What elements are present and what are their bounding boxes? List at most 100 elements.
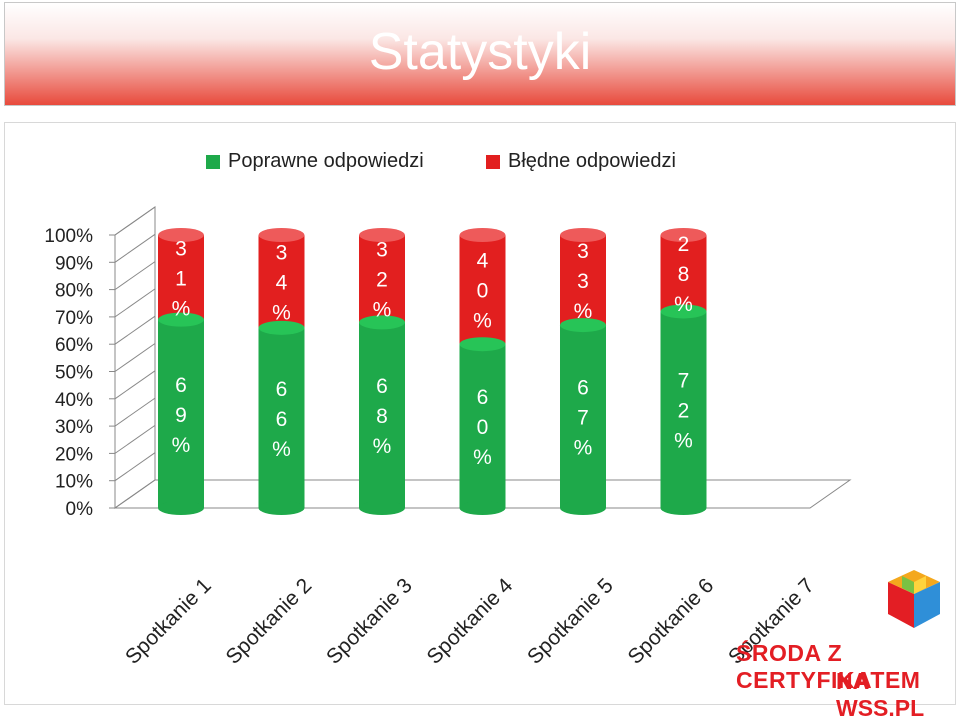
gridline <box>114 233 156 263</box>
gridline <box>114 206 156 236</box>
data-label-correct: 6 <box>376 375 388 398</box>
bar-joint <box>359 315 405 330</box>
bar-top-wrong <box>560 228 606 242</box>
legend-label-correct: Poprawne odpowiedzi <box>228 150 424 172</box>
bar-base-correct <box>660 501 707 515</box>
legend-label-wrong: Błędne odpowiedzi <box>508 150 676 172</box>
x-tick-label: Spotkanie 6 <box>624 574 719 669</box>
y-tick-label: 80% <box>55 281 93 302</box>
bar-joint <box>459 337 506 352</box>
y-tick-label: 30% <box>55 417 93 438</box>
data-label-correct: % <box>272 438 291 461</box>
x-tick-label: Spotkanie 3 <box>322 574 417 669</box>
y-tick-label: 40% <box>55 390 93 411</box>
gridline <box>114 424 156 454</box>
data-label-wrong: 1 <box>175 267 187 290</box>
y-tick-label: 20% <box>55 444 93 465</box>
data-label-wrong: 3 <box>577 240 589 263</box>
bar-segment-correct <box>359 322 405 508</box>
legend-item-correct: Poprawne odpowiedzi <box>206 150 424 173</box>
title-banner <box>4 2 956 106</box>
data-label-wrong: % <box>373 299 392 322</box>
gridline <box>114 452 156 482</box>
y-tick-label: 90% <box>55 253 93 274</box>
bar-segment-wrong <box>459 235 506 345</box>
data-label-correct: 7 <box>678 370 690 393</box>
data-label-correct: 2 <box>678 400 690 423</box>
data-label-correct: 0 <box>477 416 489 439</box>
y-tick-label: 60% <box>55 335 93 356</box>
data-label-correct: 6 <box>175 374 187 397</box>
y-tick-label: 70% <box>55 308 93 329</box>
data-label-correct: % <box>172 434 191 457</box>
y-tick-label: 100% <box>44 226 93 247</box>
bar-segment-correct <box>158 319 204 508</box>
x-tick-label: Spotkanie 4 <box>423 574 518 669</box>
bar-top-wrong <box>359 228 405 242</box>
gridline <box>114 370 156 400</box>
data-label-correct: 9 <box>175 404 187 427</box>
legend-swatch-wrong <box>486 154 500 169</box>
bar-segment-correct <box>660 311 707 508</box>
bar-base-correct <box>258 501 305 515</box>
page-title: Statystyki <box>368 23 592 81</box>
bar-joint <box>258 320 305 335</box>
gridline <box>114 261 156 291</box>
gridline <box>114 479 156 509</box>
data-label-wrong: 3 <box>276 241 288 264</box>
bar-top-wrong <box>158 228 204 242</box>
data-label-wrong: % <box>674 293 693 316</box>
gridline <box>114 288 156 318</box>
data-label-wrong: % <box>574 300 593 323</box>
data-label-correct: % <box>373 435 392 458</box>
gridline <box>114 343 156 372</box>
data-label-correct: 6 <box>276 378 288 401</box>
x-tick-label: Spotkanie 5 <box>523 574 618 669</box>
gridline <box>114 315 156 345</box>
y-tick-label: 0% <box>66 499 94 520</box>
data-label-wrong: % <box>473 310 492 333</box>
data-label-correct: 6 <box>577 377 589 400</box>
bar-segment-wrong <box>660 235 707 312</box>
data-label-wrong: 3 <box>577 270 589 293</box>
data-label-wrong: % <box>272 301 291 324</box>
bar-base-correct <box>560 501 606 515</box>
bar-base-correct <box>359 501 405 515</box>
data-label-wrong: 2 <box>678 233 690 256</box>
cube-logo <box>888 570 940 628</box>
bar-top-wrong <box>258 228 305 242</box>
x-tick-label: Spotkanie 1 <box>121 574 216 669</box>
bar-joint <box>158 312 204 327</box>
bar-segment-wrong <box>158 235 204 320</box>
gridline <box>114 397 156 427</box>
bar-segment-wrong <box>258 235 305 328</box>
bar-joint <box>560 318 606 333</box>
data-label-wrong: 2 <box>376 269 388 292</box>
bar-joint <box>660 304 707 319</box>
data-label-correct: 6 <box>276 408 288 431</box>
bar-segment-wrong <box>560 235 606 326</box>
data-label-wrong: 3 <box>376 239 388 262</box>
brand-text-line1: ŚRODA Z CERTYFIKATEM <box>736 640 921 693</box>
data-label-wrong: 0 <box>477 280 489 303</box>
bar-top-wrong <box>459 228 506 242</box>
data-label-wrong: 4 <box>477 250 489 273</box>
x-tick-label: Spotkanie 2 <box>222 574 317 669</box>
y-tick-label: 10% <box>55 472 93 493</box>
data-label-correct: 6 <box>477 386 489 409</box>
data-label-wrong: 3 <box>175 237 187 260</box>
bar-segment-correct <box>560 325 606 508</box>
data-label-wrong: 4 <box>276 271 288 294</box>
legend-swatch-correct <box>206 154 220 169</box>
brand-text-line2: NA WSS.PL <box>836 668 925 721</box>
data-label-correct: 8 <box>376 405 388 428</box>
y-tick-label: 50% <box>55 363 93 384</box>
data-label-wrong: % <box>172 297 191 320</box>
bar-base-correct <box>459 501 506 515</box>
bar-base-correct <box>158 501 204 515</box>
data-label-correct: % <box>473 446 492 469</box>
data-label-wrong: 8 <box>678 263 690 286</box>
bar-segment-wrong <box>359 235 405 323</box>
legend-item-wrong: Błędne odpowiedzi <box>486 150 676 173</box>
